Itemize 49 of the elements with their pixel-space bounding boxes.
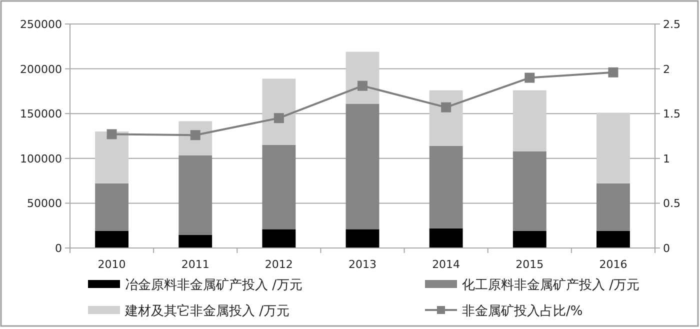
x-tick-label: 2012	[264, 258, 293, 271]
y-tick-label: 150000	[20, 108, 62, 121]
x-tick-label: 2013	[348, 258, 376, 271]
bar	[95, 132, 128, 184]
legend-label: 建材及其它非金属投入 /万元	[124, 303, 290, 319]
y-tick-label: 100000	[20, 152, 62, 166]
bar	[95, 230, 128, 248]
bar	[262, 78, 296, 145]
x-tick-label: 2016	[599, 258, 628, 271]
bar	[346, 104, 380, 230]
x-tick-label: 2011	[181, 258, 210, 271]
bar	[512, 90, 546, 152]
bar	[262, 229, 296, 248]
bar	[346, 52, 380, 104]
bar	[429, 90, 463, 146]
bar	[512, 230, 546, 248]
y-tick-label: 200000	[20, 62, 62, 76]
y-tick-label: 0	[55, 242, 62, 255]
bar	[262, 144, 296, 230]
y-tick-label: 250000	[20, 18, 62, 31]
bar	[429, 228, 463, 248]
legend-label: 化工原料非金属矿产投入 /万元	[462, 278, 640, 293]
point	[358, 80, 368, 91]
x-tick-label: 2015	[516, 258, 544, 271]
point	[524, 72, 535, 83]
point	[274, 113, 284, 124]
bar	[95, 183, 128, 231]
bar	[178, 155, 212, 236]
bar	[178, 235, 212, 248]
x-tick-label: 2010	[98, 258, 126, 271]
point	[608, 67, 618, 78]
y2-tick-label: 0.5	[663, 197, 680, 210]
bar	[596, 230, 630, 248]
bar	[596, 183, 630, 231]
point	[106, 129, 117, 140]
point	[441, 102, 452, 112]
bar	[429, 146, 463, 228]
bar	[596, 112, 630, 184]
y-tick-label: 50000	[27, 197, 62, 210]
bar	[346, 229, 380, 248]
y2-tick-label: 0	[663, 242, 670, 255]
bar	[512, 151, 546, 231]
y2-tick-label: 2	[663, 62, 670, 76]
legend-label: 非金属矿投入占比/%	[462, 304, 583, 319]
legend-label: 冶金原料非金属矿产投入 /万元	[125, 278, 303, 293]
x-tick-label: 2014	[432, 258, 460, 271]
y2-tick-label: 2.5	[663, 18, 680, 31]
y2-tick-label: 1.5	[663, 108, 680, 121]
y2-tick-label: 1	[663, 152, 670, 166]
